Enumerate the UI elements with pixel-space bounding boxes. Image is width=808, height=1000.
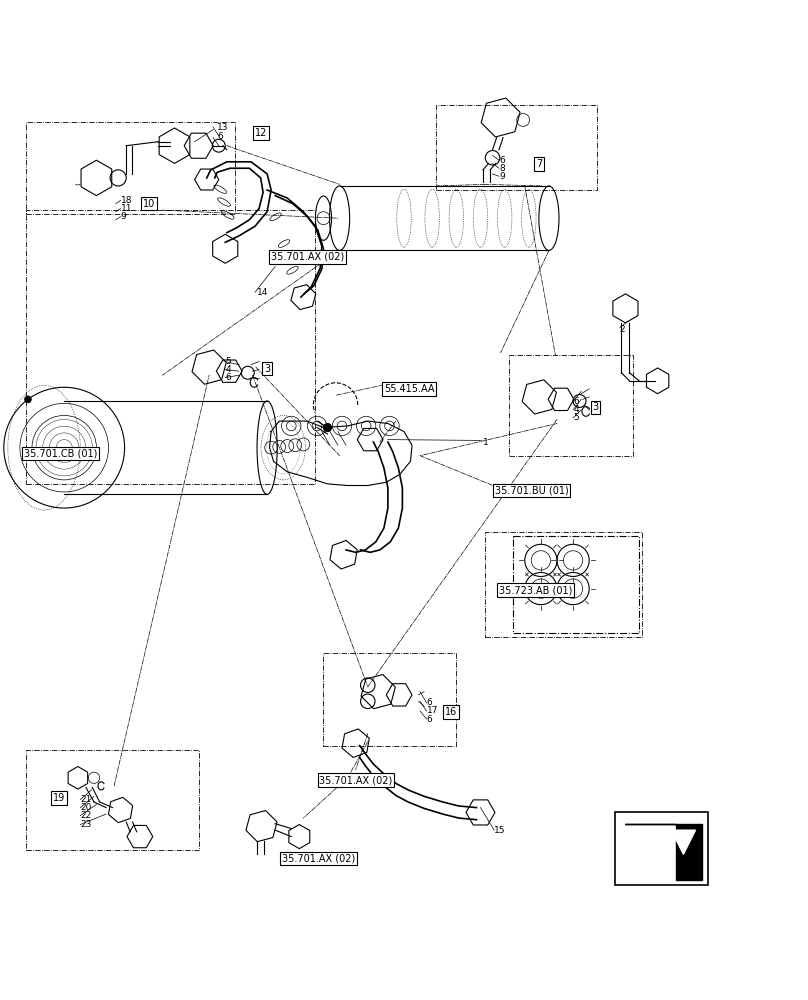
Text: 5: 5 <box>573 413 579 422</box>
Text: 18: 18 <box>120 196 132 205</box>
Text: 7: 7 <box>537 159 542 169</box>
Text: 35.701.AX (02): 35.701.AX (02) <box>282 853 355 863</box>
Text: 6: 6 <box>225 373 231 382</box>
Circle shape <box>323 424 331 432</box>
Text: 22: 22 <box>80 811 91 820</box>
Text: 15: 15 <box>494 826 506 835</box>
Text: 35.701.AX (02): 35.701.AX (02) <box>271 252 344 262</box>
Text: 35.701.AX (02): 35.701.AX (02) <box>319 775 393 785</box>
Text: 3: 3 <box>264 364 270 374</box>
Text: 10: 10 <box>143 199 155 209</box>
Text: 55.415.AA: 55.415.AA <box>384 384 435 394</box>
Polygon shape <box>671 830 696 854</box>
Circle shape <box>25 396 32 403</box>
Text: 6: 6 <box>217 132 223 141</box>
Polygon shape <box>625 824 702 880</box>
Text: 9: 9 <box>120 212 126 221</box>
Text: 19: 19 <box>53 793 65 803</box>
Bar <box>436 105 597 190</box>
Text: 4: 4 <box>573 405 579 414</box>
Text: 11: 11 <box>120 204 132 213</box>
Text: 5: 5 <box>225 357 231 366</box>
Text: 35.723.AB (01): 35.723.AB (01) <box>499 585 572 595</box>
Text: 6: 6 <box>427 715 432 724</box>
Text: 21: 21 <box>80 795 91 804</box>
Text: 1: 1 <box>483 438 489 447</box>
Text: 12: 12 <box>255 128 267 138</box>
Text: 23: 23 <box>80 820 91 829</box>
Text: 13: 13 <box>217 123 229 132</box>
Bar <box>485 532 642 637</box>
Bar <box>26 210 315 484</box>
Bar <box>26 750 199 850</box>
Text: 16: 16 <box>444 707 457 717</box>
Bar <box>323 653 457 746</box>
Text: 17: 17 <box>427 706 438 715</box>
Text: 6: 6 <box>573 397 579 406</box>
Text: 6: 6 <box>427 698 432 707</box>
Bar <box>26 122 235 214</box>
Text: 4: 4 <box>225 365 231 374</box>
Text: 8: 8 <box>499 164 505 173</box>
Bar <box>615 812 708 885</box>
Text: 3: 3 <box>592 402 599 412</box>
Text: 14: 14 <box>258 288 269 297</box>
Text: 35.701.BU (01): 35.701.BU (01) <box>495 485 569 495</box>
Bar <box>509 355 633 456</box>
Text: 9: 9 <box>499 172 505 181</box>
Text: 20: 20 <box>80 803 91 812</box>
Text: 35.701.CB (01): 35.701.CB (01) <box>24 448 97 458</box>
Polygon shape <box>631 830 670 854</box>
Text: 2: 2 <box>620 325 625 334</box>
Text: 6: 6 <box>499 156 505 165</box>
